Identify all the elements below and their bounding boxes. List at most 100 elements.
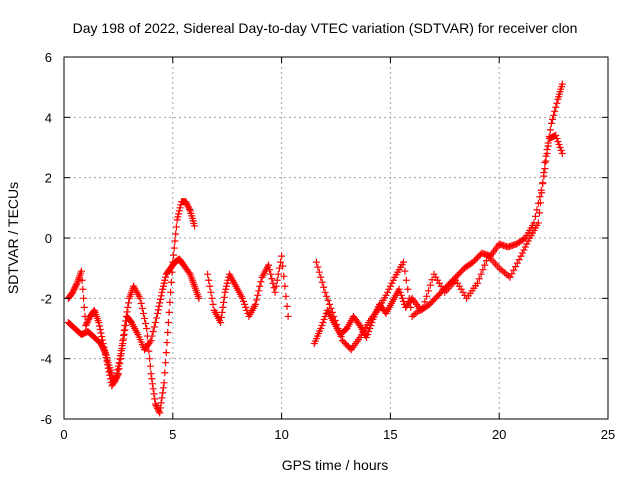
data-point (544, 139, 552, 147)
data-point (136, 294, 144, 302)
data-point (207, 288, 215, 296)
data-point (98, 333, 106, 341)
data-point (323, 292, 331, 300)
data-point (163, 339, 171, 347)
data-point (506, 273, 514, 281)
data-point (217, 318, 225, 326)
data-point (407, 303, 415, 311)
data-point (149, 385, 157, 393)
y-axis-label: SDTVAR / TECUs (5, 182, 21, 294)
data-point (541, 159, 549, 167)
data-point (175, 207, 183, 215)
data-point (111, 374, 119, 382)
data-point (116, 355, 124, 363)
data-point (154, 306, 162, 314)
data-point (153, 403, 161, 411)
data-point (523, 240, 531, 248)
chart-title: Day 198 of 2022, Sidereal Day-to-day VTE… (73, 20, 578, 36)
data-point (535, 209, 543, 217)
data-point (328, 308, 336, 316)
x-tick-label: 20 (492, 427, 506, 442)
data-point (217, 313, 225, 321)
data-point (72, 282, 80, 290)
data-point (208, 294, 216, 302)
data-point (84, 317, 92, 325)
data-point (144, 340, 152, 348)
data-point (362, 334, 370, 342)
data-point (204, 270, 212, 278)
data-point (398, 294, 406, 302)
data-point (142, 319, 150, 327)
data-point (170, 251, 178, 259)
data-point (155, 407, 163, 415)
data-point (315, 268, 323, 276)
data-point (120, 327, 128, 335)
data-point (117, 347, 125, 355)
data-point (320, 283, 328, 291)
data-point (79, 285, 87, 293)
data-point (220, 298, 228, 306)
data-point (401, 267, 409, 275)
data-point (402, 276, 410, 284)
data-point (219, 303, 227, 311)
data-point (160, 279, 168, 287)
data-point (102, 354, 110, 362)
data-point (101, 350, 109, 358)
data-point (330, 312, 338, 320)
data-point (159, 384, 167, 392)
data-point (159, 285, 167, 293)
data-point (157, 292, 165, 300)
grid-lines (64, 57, 608, 419)
data-point (104, 361, 112, 369)
data-point (251, 300, 259, 308)
data-point (254, 291, 262, 299)
data-point (156, 404, 164, 412)
data-point (282, 292, 290, 300)
data-point (162, 359, 170, 367)
x-axis-label: GPS time / hours (282, 457, 389, 473)
data-point (531, 212, 539, 220)
data-point (320, 315, 328, 323)
data-point (520, 235, 528, 243)
data-point (146, 362, 154, 370)
data-point (518, 249, 526, 257)
data-point (554, 137, 562, 145)
data-point (331, 316, 339, 324)
data-point (515, 256, 523, 264)
data-point (80, 303, 88, 311)
data-point (78, 276, 86, 284)
data-point (191, 222, 199, 230)
data-point (82, 321, 90, 329)
data-point (118, 342, 126, 350)
data-point (543, 146, 551, 154)
data-point (114, 362, 122, 370)
data-point (552, 131, 560, 139)
plot-border (63, 56, 609, 420)
data-point (517, 252, 525, 260)
data-point (365, 328, 373, 336)
data-point (334, 325, 342, 332)
data-point (101, 347, 109, 355)
data-point (241, 300, 249, 308)
data-point (312, 258, 320, 266)
data-point (558, 80, 566, 88)
y-tick-label: 6 (45, 50, 52, 65)
data-point (105, 368, 113, 376)
data-point (419, 303, 427, 311)
data-point (321, 288, 329, 296)
data-point (100, 343, 108, 351)
data-point (240, 297, 248, 305)
data-point (318, 278, 326, 286)
data-point (389, 276, 397, 284)
data-point (220, 293, 228, 301)
data-point (173, 216, 181, 224)
data-point (318, 321, 326, 329)
data-point (122, 312, 130, 320)
data-point (72, 281, 80, 289)
data-point (124, 303, 132, 311)
data-point (222, 285, 230, 293)
x-tick-label: 15 (383, 427, 397, 442)
data-point (83, 318, 91, 326)
data-point (121, 321, 129, 329)
data-point (479, 266, 487, 274)
